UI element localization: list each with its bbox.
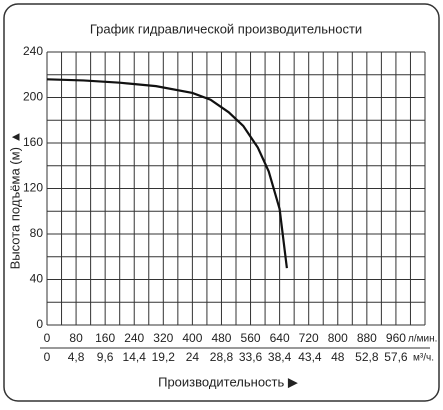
x-tick-label: 800 — [328, 331, 348, 345]
x2-tick-label: 9,6 — [97, 350, 114, 364]
x-tick-label: 400 — [182, 331, 202, 345]
y-tick-label: 80 — [30, 226, 44, 240]
x2-tick-label: 43,4 — [298, 350, 322, 364]
x2-tick-label: 33,6 — [239, 350, 263, 364]
x-tick-label: 960 — [386, 331, 406, 345]
x2-unit: м³/ч. — [413, 353, 434, 364]
x2-tick-label: 4,8 — [68, 350, 85, 364]
x-tick-label: 560 — [241, 331, 261, 345]
x-unit: л/мин. — [408, 334, 437, 345]
x2-tick-label: 19,2 — [152, 350, 176, 364]
y-tick-label: 240 — [23, 44, 43, 58]
x2-tick-label: 57,6 — [384, 350, 408, 364]
x2-tick-label: 48 — [331, 350, 345, 364]
x-tick-label: 240 — [124, 331, 144, 345]
x2-tick-label: 0 — [44, 350, 51, 364]
frame — [3, 3, 440, 402]
x-tick-label: 720 — [299, 331, 319, 345]
x-tick-label: 640 — [270, 331, 290, 345]
y-axis-label: Высота подъёма (м) ▲ — [7, 131, 22, 270]
y-tick-label: 40 — [30, 272, 44, 286]
y-tick-label: 120 — [23, 181, 43, 195]
y-tick-label: 200 — [23, 90, 43, 104]
x-tick-label: 160 — [95, 331, 115, 345]
x2-tick-label: 38,4 — [268, 350, 292, 364]
y-tick-label: 160 — [23, 135, 43, 149]
x-tick-label: 0 — [44, 331, 51, 345]
x-tick-label: 80 — [69, 331, 83, 345]
x2-tick-label: 28,8 — [210, 350, 234, 364]
y-tick-label: 0 — [36, 317, 43, 331]
x2-tick-label: 52,8 — [355, 350, 379, 364]
x2-tick-label: 14,4 — [123, 350, 147, 364]
x-tick-label: 320 — [153, 331, 173, 345]
data-line — [46, 78, 288, 269]
x2-tick-label: 24 — [186, 350, 200, 364]
chart-title: График гидравлической производительности — [90, 21, 362, 36]
x-tick-label: 880 — [357, 331, 377, 345]
x-tick-label: 480 — [211, 331, 231, 345]
x-axis-label: Производительность ▶ — [158, 374, 298, 389]
